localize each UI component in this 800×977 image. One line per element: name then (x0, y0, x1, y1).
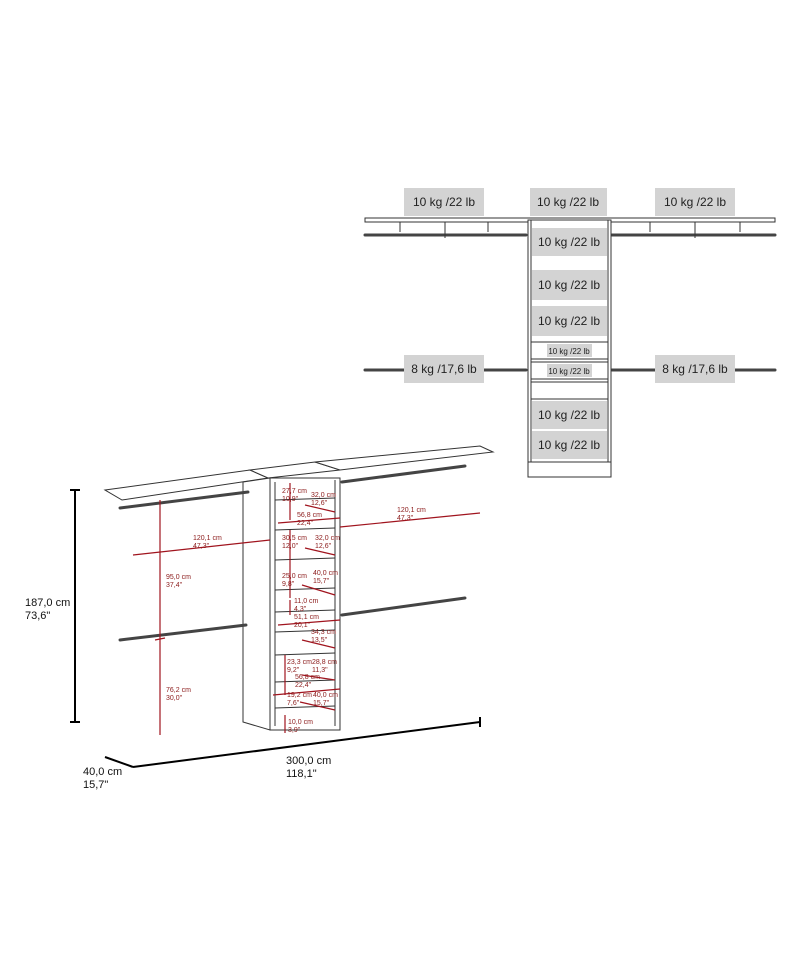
dim-d6: 40,0 cm 15,7" (313, 692, 338, 707)
detail-dimensions: 120,1 cm 47,3" 120,1 cm 47,3" 95,0 cm 37,4"… (166, 488, 426, 734)
tower-load-label: 10 kg /22 lb (538, 278, 600, 292)
drawer-load-label: 10 kg /22 lb (548, 367, 590, 376)
dim-w1: 56,8 cm 22,4" (297, 512, 322, 527)
dim-left-width: 120,1 cm 47,3" (193, 535, 222, 550)
dim-t2: 30,5 cm 12,0" (282, 535, 307, 550)
width-cm: 300,0 cm (286, 755, 331, 767)
tower-load-label: 10 kg /22 lb (538, 235, 600, 249)
dim-d4: 34,3 cm 13,5" (311, 629, 336, 644)
dim-t6: 19,2 cm 7,6" (287, 692, 312, 707)
dim-d3: 40,0 cm 15,7" (313, 570, 338, 585)
load-label-top-left: 10 kg /22 lb (413, 195, 475, 209)
dim-t5: 23,3 cm 9,2" (287, 659, 312, 674)
load-box-top-left (404, 188, 484, 216)
load-box-top-right (655, 188, 735, 216)
dim-d1: 32,0 cm 12,6" (311, 492, 336, 507)
dim-t3: 25,0 cm 9,8" (282, 573, 307, 588)
load-box-top-center (530, 188, 607, 216)
width-dimension-line (132, 721, 481, 768)
dim-w3: 56,8 cm 22,4" (295, 674, 320, 689)
isometric-view (70, 445, 495, 768)
dim-d2: 32,0 cm 12,6" (315, 535, 340, 550)
rod-load-right: 8 kg /17,6 lb (662, 362, 728, 376)
dim-t7: 10,0 cm 3,9" (288, 719, 313, 734)
depth-dimension-line (104, 756, 134, 768)
front-elevation: 10 kg /22 lb 10 kg /22 lb 10 kg /22 lb 1… (363, 188, 777, 478)
dim-upper-hang: 95,0 cm 37,4" (166, 574, 191, 589)
drawer-load-label: 10 kg /22 lb (548, 347, 590, 356)
width-in: 118,1" (286, 768, 317, 780)
dim-right-width: 120,1 cm 47,3" (397, 507, 426, 522)
load-label-top-center: 10 kg /22 lb (537, 195, 599, 209)
dim-lower-hang: 76,2 cm 30,0" (166, 687, 191, 702)
tower-load-label: 10 kg /22 lb (538, 314, 600, 328)
tower-load-label: 10 kg /22 lb (538, 438, 600, 452)
dim-t4: 11,0 cm 4,3" (294, 598, 319, 613)
depth-in: 15,7" (83, 779, 108, 791)
rod-load-left: 8 kg /17,6 lb (411, 362, 477, 376)
height-cm: 187,0 cm (25, 597, 70, 609)
depth-cm: 40,0 cm (83, 766, 122, 778)
height-in: 73,6" (25, 610, 50, 622)
dim-d5: 28,8 cm 11,3" (312, 659, 337, 674)
dim-t1: 27,7 cm 10,9" (282, 488, 307, 503)
dim-w2: 51,1 cm 20,1" (294, 614, 319, 629)
load-label-top-right: 10 kg /22 lb (664, 195, 726, 209)
tower-load-label: 10 kg /22 lb (538, 408, 600, 422)
